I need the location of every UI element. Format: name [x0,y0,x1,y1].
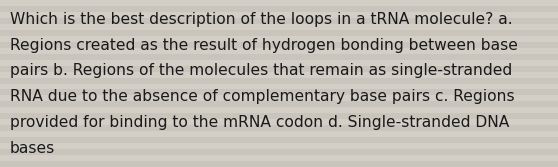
Bar [0,143,558,149]
Text: RNA due to the absence of complementary base pairs c. Regions: RNA due to the absence of complementary … [10,89,514,104]
Bar [0,42,558,48]
Bar [0,90,558,95]
Bar [0,107,558,113]
Bar [0,149,558,155]
Text: Regions created as the result of hydrogen bonding between base: Regions created as the result of hydroge… [10,38,518,53]
Bar [0,48,558,54]
Bar [0,6,558,12]
Text: pairs b. Regions of the molecules that remain as single-stranded: pairs b. Regions of the molecules that r… [10,63,512,78]
Bar [0,24,558,30]
Bar [0,30,558,36]
Bar [0,54,558,60]
Bar [0,113,558,119]
Text: bases: bases [10,141,55,156]
Bar [0,36,558,42]
Bar [0,101,558,107]
Bar [0,60,558,66]
Bar [0,18,558,24]
Bar [0,66,558,72]
Text: provided for binding to the mRNA codon d. Single-stranded DNA: provided for binding to the mRNA codon d… [10,115,509,130]
Bar [0,155,558,161]
Text: Which is the best description of the loops in a tRNA molecule? a.: Which is the best description of the loo… [10,12,513,27]
Bar [0,0,558,6]
Bar [0,77,558,84]
Bar [0,161,558,167]
Bar [0,137,558,143]
Bar [0,131,558,137]
Bar [0,72,558,77]
Bar [0,84,558,90]
Bar [0,125,558,131]
Bar [0,119,558,125]
Bar [0,12,558,18]
Bar [0,95,558,101]
